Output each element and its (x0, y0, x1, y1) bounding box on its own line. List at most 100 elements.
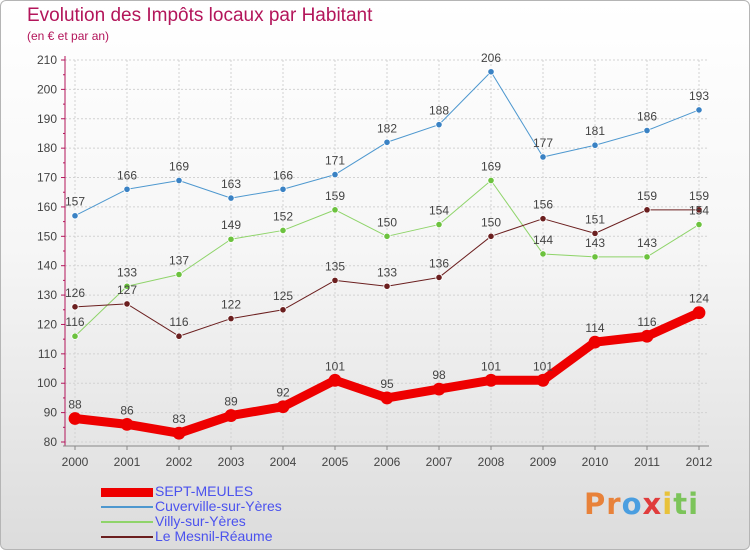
data-point (695, 220, 703, 229)
data-label: 126 (65, 286, 85, 300)
data-label: 116 (65, 315, 84, 329)
data-point (695, 106, 703, 114)
data-point (331, 171, 339, 179)
x-tick-label: 2012 (686, 455, 713, 469)
data-point (487, 176, 495, 185)
x-tick-label: 2006 (374, 455, 401, 469)
data-label: 125 (273, 289, 293, 303)
data-point (435, 273, 443, 282)
chart-subtitle: (en € et par an) (27, 29, 110, 43)
data-label: 181 (585, 124, 605, 138)
data-label: 186 (637, 110, 657, 124)
data-point (331, 276, 339, 284)
data-point (68, 412, 82, 425)
y-tick-label: 150 (37, 229, 57, 243)
x-tick-label: 2002 (166, 455, 193, 469)
data-label: 86 (120, 403, 134, 417)
data-label: 152 (273, 209, 293, 223)
data-label: 159 (689, 189, 709, 203)
data-label: 127 (117, 283, 137, 297)
data-point (591, 141, 599, 149)
data-label: 133 (117, 265, 137, 279)
data-point (536, 373, 550, 387)
legend-label: Le Mesnil-Réaume (155, 528, 273, 544)
data-point (279, 185, 287, 193)
data-point (227, 235, 235, 243)
data-point (328, 373, 342, 387)
data-label: 83 (172, 412, 186, 426)
x-tick-label: 2003 (218, 455, 245, 469)
data-point (435, 121, 443, 129)
x-tick-label: 2010 (582, 455, 609, 469)
data-point (591, 229, 599, 237)
data-label: 171 (325, 154, 345, 168)
data-point (71, 212, 79, 220)
data-point (484, 373, 498, 387)
data-label: 193 (689, 89, 709, 103)
data-point (591, 253, 599, 261)
chart-title: Evolution des Impôts locaux par Habitant (27, 5, 373, 26)
data-point (227, 314, 235, 323)
logo-letter: i (662, 487, 674, 521)
data-point (71, 332, 79, 340)
logo-letter: i (688, 487, 700, 521)
data-label: 101 (325, 359, 345, 373)
data-point (120, 417, 134, 431)
data-point (175, 270, 183, 279)
y-tick-label: 90 (44, 406, 58, 420)
legend-label: Cuverville-sur-Yères (155, 498, 282, 514)
data-label: 157 (65, 195, 85, 209)
data-label: 166 (273, 168, 293, 182)
y-tick-label: 160 (37, 200, 57, 214)
data-label: 182 (377, 121, 397, 135)
y-tick-label: 190 (37, 112, 57, 126)
data-point (383, 232, 391, 240)
data-point (539, 215, 547, 223)
x-tick-label: 2000 (62, 455, 89, 469)
data-point (487, 68, 495, 76)
legend-swatch (101, 506, 153, 508)
data-point (276, 400, 290, 414)
data-label: 166 (117, 168, 137, 182)
legend-swatch (101, 521, 153, 523)
proxiti-logo: Proxiti (584, 487, 699, 521)
data-point (643, 253, 651, 261)
data-point (383, 138, 391, 146)
x-tick-label: 2009 (530, 455, 557, 469)
data-point (435, 220, 443, 229)
data-label: 154 (429, 204, 449, 218)
y-tick-label: 180 (37, 141, 57, 155)
y-tick-label: 170 (37, 171, 57, 185)
data-point (643, 126, 651, 135)
legend-label: SEPT-MEULES (155, 483, 254, 499)
data-point (175, 176, 183, 185)
data-point (640, 329, 654, 343)
legend-swatch (101, 488, 153, 497)
data-label: 206 (481, 51, 501, 65)
logo-letter: x (642, 487, 663, 521)
logo-letter: o (621, 487, 643, 521)
data-label: 116 (169, 315, 188, 329)
data-point (123, 282, 131, 290)
data-point (71, 303, 79, 311)
data-label: 88 (68, 397, 82, 411)
data-label: 137 (169, 254, 189, 268)
x-tick-label: 2007 (426, 455, 453, 469)
data-label: 150 (377, 215, 397, 229)
data-point (692, 306, 706, 320)
y-tick-label: 200 (37, 82, 57, 96)
x-tick-label: 2001 (114, 455, 141, 469)
data-point (172, 426, 186, 440)
data-point (331, 206, 339, 214)
x-tick-label: 2008 (478, 455, 505, 469)
logo-letter: t (673, 487, 689, 521)
logo-letter: r (606, 487, 622, 521)
data-label: 150 (481, 215, 501, 229)
data-label: 122 (221, 298, 241, 312)
legend-label: Villy-sur-Yères (155, 513, 246, 529)
data-label: 101 (533, 359, 553, 373)
data-label: 95 (380, 377, 394, 391)
data-label: 116 (637, 315, 656, 329)
data-label: 133 (377, 265, 397, 279)
